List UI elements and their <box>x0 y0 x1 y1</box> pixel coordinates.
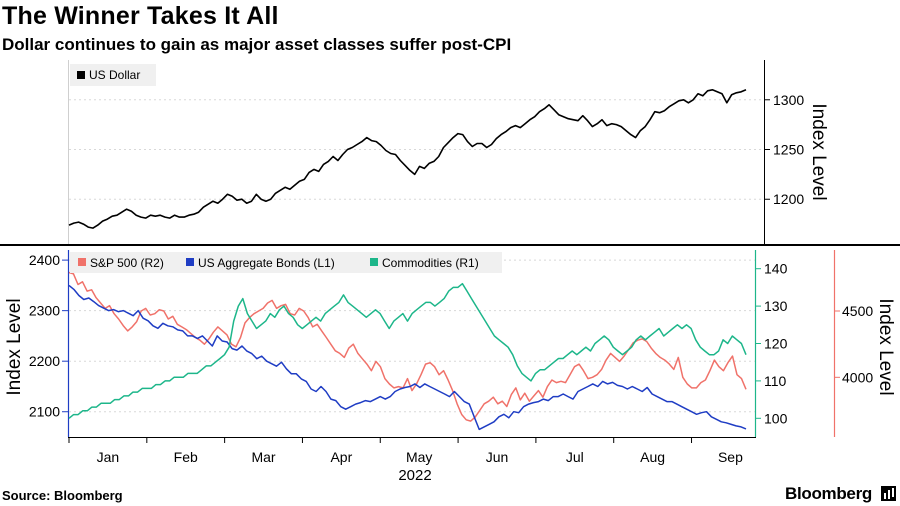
bottom-legend-background <box>70 252 502 273</box>
x-axis-year-label: 2022 <box>398 467 431 484</box>
legend-label-commodities: Commodities (R1) <box>382 256 479 270</box>
bottom-left-ylabel: Index Level <box>4 298 25 395</box>
legend-swatch-us-dollar <box>77 71 85 79</box>
top-ylabel: Index Level <box>808 103 829 200</box>
series-line-us-aggregate-bonds <box>68 284 747 431</box>
x-tick-label: Jun <box>486 449 509 465</box>
right1-y-tick-label: 120 <box>764 336 788 352</box>
top-y-tick-label: 1200 <box>773 191 804 207</box>
top-panel-series <box>68 89 747 229</box>
x-tick-label: Apr <box>330 449 352 465</box>
left-y-tick-label: 2300 <box>29 303 60 319</box>
bottom-panel-series <box>68 271 747 431</box>
top-legend-background <box>70 64 156 86</box>
top-y-tick-label: 1250 <box>773 142 804 158</box>
right2-y-tick-label: 4500 <box>842 303 873 319</box>
bottom-panel-ticks: 2100 2200 2300 2400 100 110 120 130 140 4000 4500 <box>29 252 874 426</box>
legend-label-sp500: S&P 500 (R2) <box>90 256 164 270</box>
x-tick-label: Feb <box>174 449 198 465</box>
x-axis-ticks: Jan Feb Mar Apr May Jun Jul Aug Sep <box>68 437 743 465</box>
left-y-tick-label: 2200 <box>29 353 60 369</box>
chart-title: The Winner Takes It All <box>2 2 279 30</box>
bottom-right-ylabel: Index Level <box>875 298 896 395</box>
right2-y-tick-label: 4000 <box>842 369 873 385</box>
right1-y-tick-label: 130 <box>764 298 788 314</box>
top-panel-ticks: 1200 1250 1300 <box>764 92 804 207</box>
x-tick-label: Aug <box>640 449 665 465</box>
x-tick-label: Mar <box>251 449 275 465</box>
right1-y-tick-label: 100 <box>764 410 788 426</box>
series-line-commodities <box>68 282 747 419</box>
legend-swatch-commodities <box>370 258 378 266</box>
legend-swatch-sp500 <box>78 258 86 266</box>
x-tick-label: Jan <box>97 449 120 465</box>
legend-label-us-aggregate-bonds: US Aggregate Bonds (L1) <box>198 256 335 270</box>
x-tick-label: May <box>406 449 432 465</box>
legend-swatch-us-aggregate-bonds <box>186 258 194 266</box>
brand-logo-text: Bloomberg <box>784 484 872 503</box>
source-note: Source: Bloomberg <box>2 488 123 503</box>
series-line-sp500 <box>68 271 747 422</box>
top-y-tick-label: 1300 <box>773 92 804 108</box>
right1-y-tick-label: 110 <box>764 373 787 389</box>
series-line-us-dollar <box>68 89 747 229</box>
left-y-tick-label: 2100 <box>29 404 60 420</box>
x-tick-label: Sep <box>718 449 743 465</box>
right1-y-tick-label: 140 <box>764 261 788 277</box>
left-y-tick-label: 2400 <box>29 252 60 268</box>
legend-label-us-dollar: US Dollar <box>89 68 140 82</box>
bloomberg-terminal-icon <box>881 486 896 501</box>
x-tick-label: Jul <box>566 449 584 465</box>
chart-subtitle: Dollar continues to gain as major asset … <box>2 35 512 54</box>
bottom-panel-gridlines <box>69 259 755 413</box>
top-panel-gridlines <box>69 99 764 200</box>
